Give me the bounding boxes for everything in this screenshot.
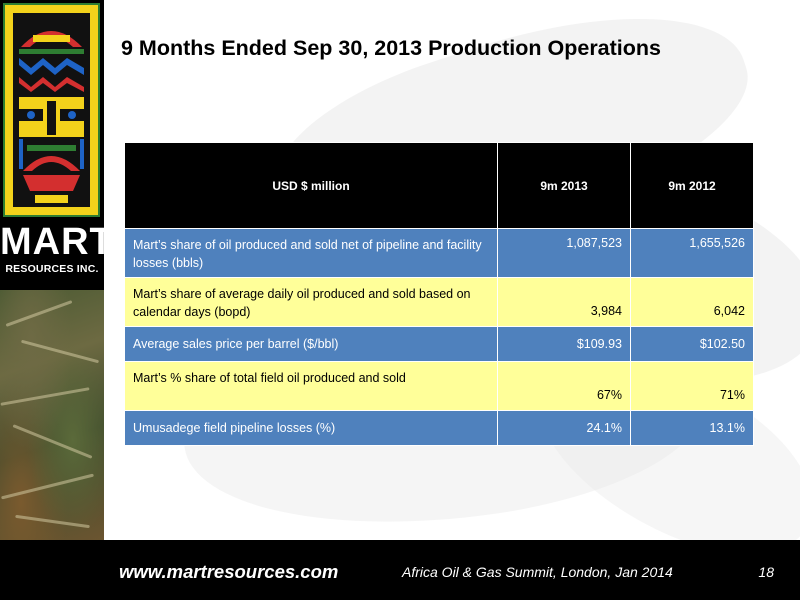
table-header-row: USD $ million 9m 2013 9m 2012 — [124, 142, 754, 229]
row-value-2013: 3,984 — [497, 277, 631, 327]
website-link[interactable]: www.martresources.com — [119, 561, 339, 582]
table-row: Mart’s % share of total field oil produc… — [124, 361, 754, 411]
row-value-2012: 1,655,526 — [630, 228, 754, 278]
row-value-2012: 13.1% — [630, 410, 754, 446]
header-9m-2012: 9m 2012 — [630, 142, 754, 229]
company-logo-wordmark: MART RESOURCES INC. — [0, 222, 104, 276]
terrain-image — [0, 290, 104, 540]
row-label: Umusadege field pipeline losses (%) — [124, 410, 498, 446]
row-label: Mart’s share of oil produced and sold ne… — [124, 228, 498, 278]
table-row: Mart’s share of oil produced and sold ne… — [124, 228, 754, 278]
production-table: USD $ million 9m 2013 9m 2012 Mart’s sha… — [124, 142, 754, 446]
row-label: Mart’s % share of total field oil produc… — [124, 361, 498, 411]
event-name: Africa Oil & Gas Summit, London, Jan 201… — [402, 564, 673, 580]
row-label: Mart’s share of average daily oil produc… — [124, 277, 498, 327]
row-value-2012: $102.50 — [630, 326, 754, 362]
table-row: Mart’s share of average daily oil produc… — [124, 277, 754, 327]
branding-sidebar: MART RESOURCES INC. — [0, 0, 104, 600]
tribal-emblem-logo — [3, 3, 100, 217]
row-value-2013: $109.93 — [497, 326, 631, 362]
header-usd-million: USD $ million — [124, 142, 498, 229]
row-value-2012: 6,042 — [630, 277, 754, 327]
row-label: Average sales price per barrel ($/bbl) — [124, 326, 498, 362]
row-value-2013: 24.1% — [497, 410, 631, 446]
row-value-2013: 1,087,523 — [497, 228, 631, 278]
row-value-2013: 67% — [497, 361, 631, 411]
page-number: 18 — [758, 564, 774, 580]
table-row: Umusadege field pipeline losses (%) 24.1… — [124, 410, 754, 446]
table-row: Average sales price per barrel ($/bbl) $… — [124, 326, 754, 362]
logo-subtitle: RESOURCES INC. — [5, 263, 99, 275]
row-value-2012: 71% — [630, 361, 754, 411]
header-9m-2013: 9m 2013 — [497, 142, 631, 229]
slide-footer: www.martresources.com Africa Oil & Gas S… — [104, 540, 800, 600]
emblem-pattern-icon — [19, 31, 84, 203]
logo-name: MART — [0, 221, 104, 263]
slide-title: 9 Months Ended Sep 30, 2013 Production O… — [121, 36, 661, 60]
